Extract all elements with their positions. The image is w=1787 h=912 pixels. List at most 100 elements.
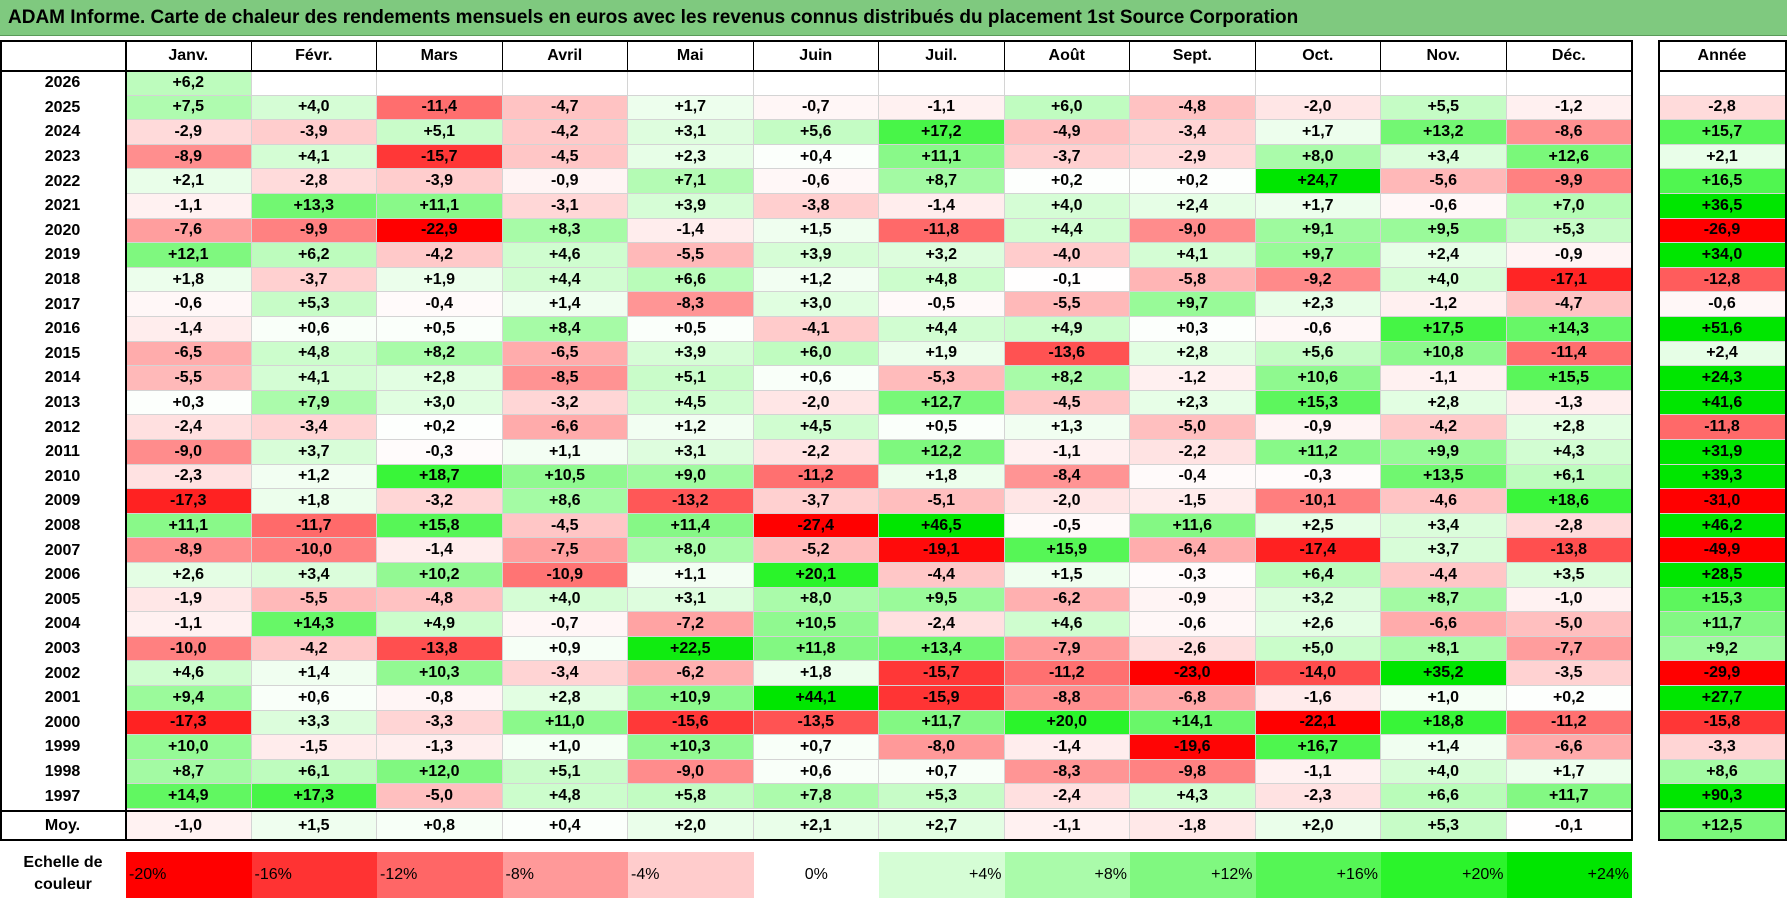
heatmap-cell: -9,8 [1130, 759, 1256, 785]
annual-cell: +11,7 [1659, 612, 1786, 637]
heatmap-cell: +3,4 [1381, 144, 1507, 170]
average-cell: -1,0 [126, 812, 252, 840]
heatmap-cell: -0,5 [1004, 513, 1130, 539]
heatmap-cell: -15,6 [628, 710, 754, 736]
heatmap-cell: -7,6 [126, 218, 252, 244]
heatmap-cell: +11,1 [377, 194, 503, 219]
heatmap-cell: +9,5 [879, 587, 1005, 613]
heatmap-cell: +10,5 [502, 464, 628, 490]
heatmap-cell: -5,2 [753, 538, 879, 563]
heatmap-cell: +24,7 [1255, 169, 1381, 194]
heatmap-cell: +0,6 [753, 759, 879, 785]
heatmap-cell: +3,3 [251, 710, 377, 736]
heatmap-cell [1506, 71, 1632, 96]
heatmap-cell: -13,6 [1004, 341, 1130, 367]
year-label: 2019 [0, 243, 125, 268]
heatmap-cell: +4,0 [1381, 267, 1507, 293]
heatmap-cell: +1,7 [1255, 120, 1381, 145]
heatmap-cell: +9,1 [1255, 218, 1381, 244]
heatmap-cell: -5,0 [1130, 415, 1256, 440]
heatmap-cell: +12,2 [879, 440, 1005, 465]
heatmap-cell: -0,9 [1506, 243, 1632, 268]
heatmap-cell: +8,0 [628, 538, 754, 563]
heatmap-cell: +12,6 [1506, 144, 1632, 170]
heatmap-cell: +14,3 [1506, 317, 1632, 342]
heatmap-cell: +0,3 [1130, 317, 1256, 342]
heatmap-cell: -5,6 [1381, 169, 1507, 194]
heatmap-cell: -7,9 [1004, 636, 1130, 662]
heatmap-cell: +8,7 [126, 759, 252, 785]
heatmap-cell: +44,1 [753, 686, 879, 711]
average-cell: -0,1 [1506, 812, 1632, 840]
heatmap-cell: -1,4 [126, 317, 252, 342]
heatmap-cell: -2,8 [251, 169, 377, 194]
average-cell: +2,7 [879, 812, 1005, 840]
heatmap-cell: +18,6 [1506, 489, 1632, 514]
legend-swatch: +24% [1506, 852, 1632, 898]
heatmap-cell: -3,8 [753, 194, 879, 219]
heatmap-cell: -4,0 [1004, 243, 1130, 268]
heatmap-cell: -0,9 [502, 169, 628, 194]
year-label: 2007 [0, 538, 125, 563]
heatmap-cell: -9,0 [1130, 218, 1256, 244]
heatmap-cell: -13,5 [753, 710, 879, 736]
heatmap-cell: -6,8 [1130, 686, 1256, 711]
year-label: 2017 [0, 292, 125, 317]
heatmap-cell: -1,9 [126, 587, 252, 613]
heatmap-cell: -4,2 [1381, 415, 1507, 440]
heatmap-cell: -2,6 [1130, 636, 1256, 662]
heatmap-cell: +4,6 [502, 243, 628, 268]
heatmap-cell: -4,2 [502, 120, 628, 145]
heatmap-cell: -0,8 [377, 686, 503, 711]
year-label: 2021 [0, 194, 125, 219]
heatmap-cell: -17,3 [126, 710, 252, 736]
annual-header-separator [1659, 70, 1786, 72]
average-cell: +5,3 [1381, 812, 1507, 840]
average-cell: -1,8 [1130, 812, 1256, 840]
heatmap-cell: +1,2 [753, 267, 879, 293]
heatmap-cell [1381, 71, 1507, 96]
heatmap-cell: +10,6 [1255, 366, 1381, 391]
heatmap-cell: +10,5 [753, 612, 879, 637]
heatmap-cell: -3,7 [251, 267, 377, 293]
year-label: 2002 [0, 661, 125, 686]
year-label: 2016 [0, 317, 125, 342]
heatmap-cell: +0,4 [753, 144, 879, 170]
month-header: Sept. [1130, 41, 1256, 71]
annual-cell: +90,3 [1659, 784, 1786, 809]
heatmap-cell [251, 71, 377, 96]
heatmap-cell: -8,8 [1004, 686, 1130, 711]
heatmap-cell: +8,2 [1004, 366, 1130, 391]
heatmap-cell: -15,7 [377, 144, 503, 170]
average-cell: +0,8 [377, 812, 503, 840]
heatmap-cell: +8,7 [1381, 587, 1507, 613]
year-label: 2026 [0, 71, 125, 96]
heatmap-cell: -4,2 [377, 243, 503, 268]
annual-cell: +28,5 [1659, 563, 1786, 588]
year-label: 2012 [0, 415, 125, 440]
month-header: Déc. [1506, 41, 1632, 71]
heatmap-cell: +8,2 [377, 341, 503, 367]
heatmap-cell: +8,0 [1255, 144, 1381, 170]
annual-cell: +41,6 [1659, 390, 1786, 416]
heatmap-cell: -10,0 [251, 538, 377, 563]
heatmap-cell: -5,8 [1130, 267, 1256, 293]
heatmap-cell: +7,0 [1506, 194, 1632, 219]
legend-swatch: +8% [1004, 852, 1130, 898]
heatmap-cell: +11,7 [1506, 784, 1632, 809]
page-title: ADAM Informe. Carte de chaleur des rende… [0, 0, 1787, 36]
heatmap-cell: +4,3 [1130, 784, 1256, 809]
heatmap-cell: -5,0 [1506, 612, 1632, 637]
month-header: Janv. [126, 41, 252, 71]
heatmap-cell: +3,0 [753, 292, 879, 317]
heatmap-cell: -5,5 [251, 587, 377, 613]
heatmap-cell: +4,4 [879, 317, 1005, 342]
heatmap-cell: +9,7 [1255, 243, 1381, 268]
annual-cell: -0,6 [1659, 292, 1786, 317]
heatmap-cell: +6,1 [251, 759, 377, 785]
heatmap-cell: -14,0 [1255, 661, 1381, 686]
heatmap-cell: +1,4 [502, 292, 628, 317]
heatmap-cell: +5,1 [502, 759, 628, 785]
legend-swatch: +20% [1381, 852, 1507, 898]
heatmap-cell: +14,1 [1130, 710, 1256, 736]
